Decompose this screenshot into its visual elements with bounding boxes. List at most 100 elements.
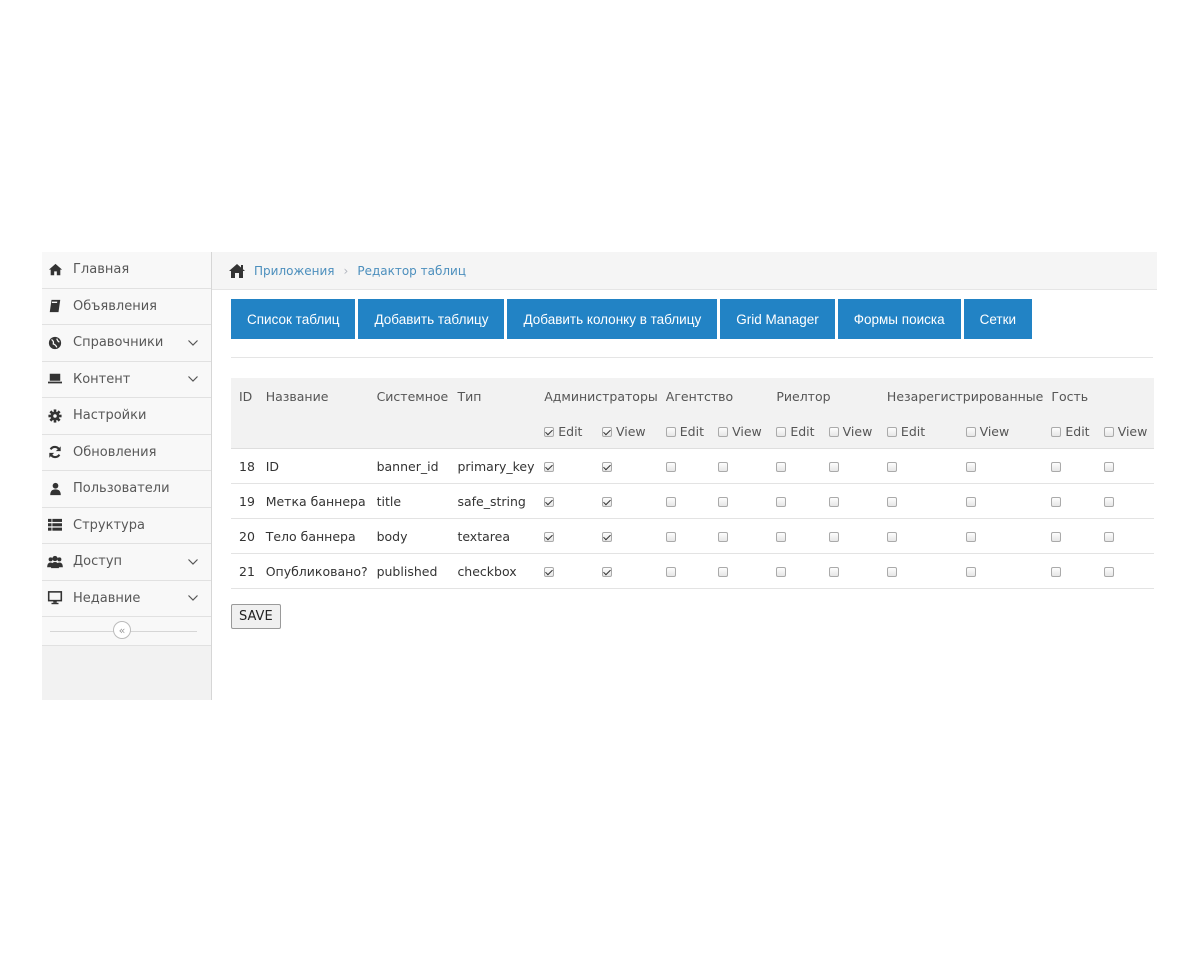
permission-checkbox[interactable] bbox=[776, 496, 787, 507]
permission-cell bbox=[536, 553, 594, 589]
refresh-icon bbox=[47, 444, 63, 460]
sidebar-item-9[interactable]: Недавние bbox=[42, 580, 211, 617]
permission-checkbox[interactable] bbox=[601, 461, 612, 472]
permission-cell bbox=[957, 483, 1044, 519]
chevron-down-icon[interactable] bbox=[187, 556, 199, 568]
chevron-down-icon[interactable] bbox=[187, 373, 199, 385]
sidebar-collapse-button[interactable]: « bbox=[113, 621, 131, 639]
permission-checkbox[interactable] bbox=[965, 566, 976, 577]
sidebar-item-6[interactable]: Пользователи bbox=[42, 471, 211, 508]
permission-checkbox[interactable] bbox=[718, 531, 729, 542]
permission-checkbox[interactable] bbox=[718, 461, 729, 472]
permission-cell bbox=[878, 448, 958, 484]
group-header-guest: Гость bbox=[1043, 378, 1154, 414]
permission-checkbox[interactable] bbox=[886, 566, 897, 577]
group-view-checkbox[interactable] bbox=[965, 426, 976, 437]
permission-checkbox[interactable] bbox=[1103, 566, 1114, 577]
permission-cell bbox=[1043, 448, 1096, 484]
permission-checkbox[interactable] bbox=[776, 461, 787, 472]
group-view-cell: View bbox=[710, 414, 769, 449]
permission-checkbox[interactable] bbox=[828, 566, 839, 577]
sidebar-item-3[interactable]: Контент bbox=[42, 361, 211, 398]
group-view-checkbox[interactable] bbox=[828, 426, 839, 437]
permission-cell bbox=[820, 483, 879, 519]
permission-checkbox[interactable] bbox=[1051, 496, 1062, 507]
empty-cell bbox=[368, 414, 450, 449]
view-label: View bbox=[732, 423, 762, 439]
permission-checkbox[interactable] bbox=[544, 566, 555, 577]
add-column-button[interactable]: Добавить колонку в таблицу bbox=[507, 299, 718, 339]
sidebar-item-4[interactable]: Настройки bbox=[42, 398, 211, 435]
permission-checkbox[interactable] bbox=[601, 566, 612, 577]
home-icon[interactable] bbox=[228, 263, 246, 279]
permission-checkbox[interactable] bbox=[886, 461, 897, 472]
cell-id: 20 bbox=[231, 518, 258, 554]
table-list-button[interactable]: Список таблиц bbox=[231, 299, 356, 339]
permission-checkbox[interactable] bbox=[665, 496, 676, 507]
permission-checkbox[interactable] bbox=[1103, 531, 1114, 542]
permission-checkbox[interactable] bbox=[965, 531, 976, 542]
group-edit-checkbox[interactable] bbox=[544, 426, 555, 437]
sidebar-item-7[interactable]: Структура bbox=[42, 507, 211, 544]
permission-checkbox[interactable] bbox=[665, 566, 676, 577]
permission-checkbox[interactable] bbox=[965, 496, 976, 507]
group-edit-checkbox[interactable] bbox=[1051, 426, 1062, 437]
permission-checkbox[interactable] bbox=[886, 531, 897, 542]
group-view-checkbox[interactable] bbox=[601, 426, 612, 437]
group-edit-checkbox[interactable] bbox=[886, 426, 897, 437]
permission-checkbox[interactable] bbox=[665, 531, 676, 542]
permission-checkbox[interactable] bbox=[886, 496, 897, 507]
view-label: View bbox=[615, 423, 646, 439]
table-row: 18 ID banner_id primary_key bbox=[231, 448, 1154, 484]
group-view-checkbox[interactable] bbox=[718, 426, 729, 437]
group-edit-cell: Edit bbox=[1043, 414, 1096, 449]
permission-checkbox[interactable] bbox=[1051, 531, 1062, 542]
breadcrumb-link-apps[interactable]: Приложения bbox=[254, 263, 335, 278]
sidebar: Главная Объявления Справочники Контент Настр… bbox=[42, 252, 212, 700]
group-view-checkbox[interactable] bbox=[1103, 426, 1114, 437]
permission-checkbox[interactable] bbox=[828, 531, 839, 542]
edit-label: Edit bbox=[558, 423, 583, 439]
grids-button[interactable]: Сетки bbox=[963, 299, 1033, 339]
permission-checkbox[interactable] bbox=[776, 566, 787, 577]
permission-checkbox[interactable] bbox=[601, 531, 612, 542]
permission-checkbox[interactable] bbox=[544, 531, 555, 542]
permission-checkbox[interactable] bbox=[776, 531, 787, 542]
grid-manager-button[interactable]: Grid Manager bbox=[720, 299, 835, 339]
permission-checkbox[interactable] bbox=[665, 461, 676, 472]
sidebar-item-1[interactable]: Объявления bbox=[42, 288, 211, 325]
cell-type: textarea bbox=[449, 518, 537, 554]
permission-cell bbox=[593, 553, 658, 589]
permission-checkbox[interactable] bbox=[718, 566, 729, 577]
permission-cell bbox=[1043, 518, 1096, 554]
group-edit-cell: Edit bbox=[536, 414, 594, 449]
group-edit-checkbox[interactable] bbox=[665, 426, 676, 437]
permission-checkbox[interactable] bbox=[718, 496, 729, 507]
permission-checkbox[interactable] bbox=[601, 496, 612, 507]
edit-label: Edit bbox=[679, 423, 704, 439]
sidebar-item-0[interactable]: Главная bbox=[42, 252, 211, 289]
chevron-down-icon[interactable] bbox=[187, 592, 199, 604]
permission-checkbox[interactable] bbox=[544, 461, 555, 472]
save-button[interactable]: SAVE bbox=[231, 604, 281, 629]
sidebar-item-8[interactable]: Доступ bbox=[42, 544, 211, 581]
group-edit-checkbox[interactable] bbox=[776, 426, 787, 437]
permission-checkbox[interactable] bbox=[828, 461, 839, 472]
column-header-type: Тип bbox=[449, 378, 537, 414]
permission-checkbox[interactable] bbox=[1051, 461, 1062, 472]
sidebar-item-2[interactable]: Справочники bbox=[42, 325, 211, 362]
permission-checkbox[interactable] bbox=[965, 461, 976, 472]
sidebar-item-5[interactable]: Обновления bbox=[42, 434, 211, 471]
permission-checkbox[interactable] bbox=[1103, 461, 1114, 472]
permission-checkbox[interactable] bbox=[828, 496, 839, 507]
permission-checkbox[interactable] bbox=[1103, 496, 1114, 507]
cell-id: 21 bbox=[231, 553, 258, 589]
breadcrumb-link-table-editor[interactable]: Редактор таблиц bbox=[357, 263, 466, 278]
search-forms-button[interactable]: Формы поиска bbox=[837, 299, 961, 339]
permission-checkbox[interactable] bbox=[544, 496, 555, 507]
add-table-button[interactable]: Добавить таблицу bbox=[358, 299, 505, 339]
permission-checkbox[interactable] bbox=[1051, 566, 1062, 577]
group-view-cell: View bbox=[593, 414, 658, 449]
chevron-down-icon[interactable] bbox=[187, 337, 199, 349]
permission-cell bbox=[710, 448, 769, 484]
